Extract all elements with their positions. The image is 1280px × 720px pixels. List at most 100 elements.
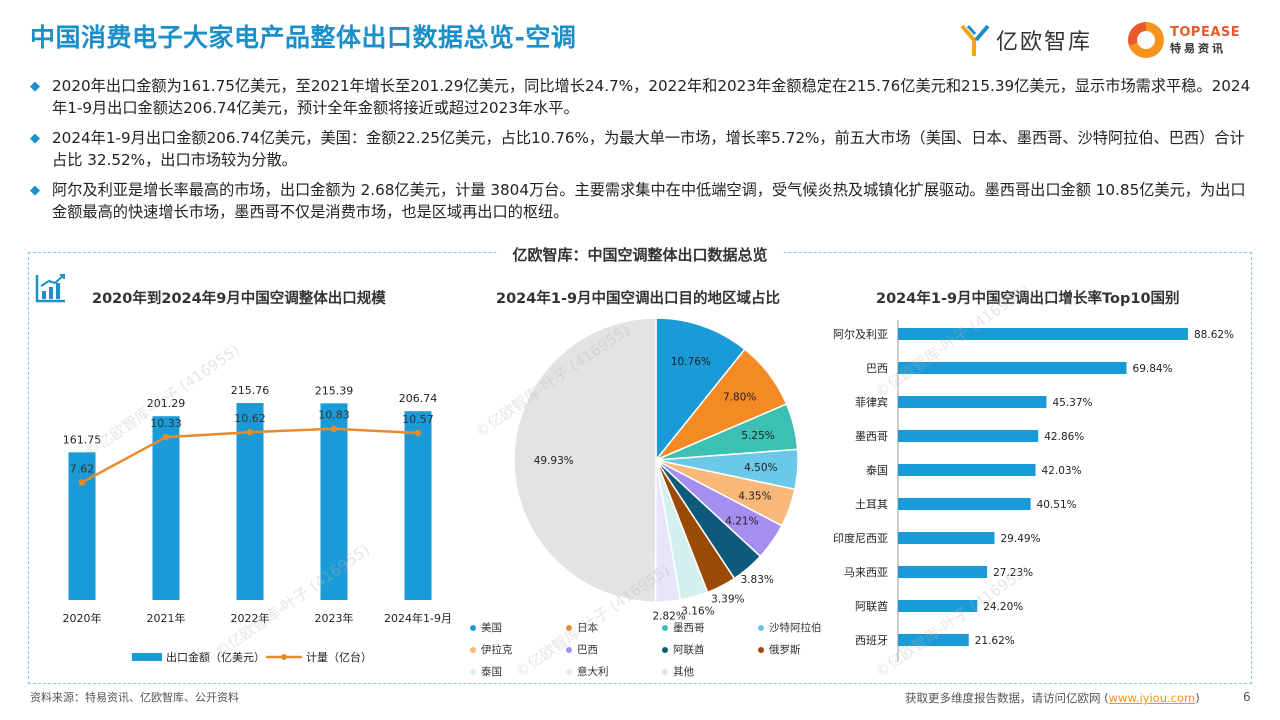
bullet-item: ◆ 阿尔及利亚是增长率最高的市场，出口金额为 2.68亿美元，计量 3804万台。… xyxy=(30,179,1255,223)
growth-value-label: 69.84% xyxy=(1133,363,1173,375)
growth-value-label: 40.51% xyxy=(1037,499,1077,511)
growth-bar xyxy=(898,532,995,544)
pie-legend-item: 意大利 xyxy=(566,664,609,679)
topease-logo: TOPEASE 特易资讯 xyxy=(1128,18,1268,62)
pie-legend-label: 其他 xyxy=(673,666,694,678)
pie-legend-item: 俄罗斯 xyxy=(758,642,801,657)
unit-point xyxy=(246,429,254,436)
footer-note: 获取更多维度报告数据，请访问亿欧网 (www.iyiou.com) xyxy=(905,691,1200,705)
export-scale-chart: 161.75 2020年 201.29 2021年 215.76 2022年 215.39 2… xyxy=(63,384,452,664)
pie-legend-swatch xyxy=(758,646,764,653)
y-tick-label: 土耳其 xyxy=(855,498,888,511)
pie-legend-item: 墨西哥 xyxy=(662,620,705,635)
pie-legend-label: 伊拉克 xyxy=(481,644,513,656)
x-tick-label: 2023年 xyxy=(315,611,354,625)
y-tick-label: 西班牙 xyxy=(855,634,888,647)
bar-value-label: 215.76 xyxy=(231,384,270,397)
pie-slice xyxy=(513,317,657,603)
diamond-icon: ◆ xyxy=(30,183,40,198)
growth-bar xyxy=(898,396,1047,408)
pie-chart-title: 2024年1-9月中国空调出口目的地区域占比 xyxy=(496,291,781,307)
export-bar xyxy=(404,411,432,600)
bar-chart-title: 2020年到2024年9月中国空调整体出口规模 xyxy=(92,291,386,307)
y-tick-label: 泰国 xyxy=(866,463,888,477)
legend-label-units: 计量（亿台） xyxy=(306,650,372,664)
export-bar xyxy=(152,416,180,600)
export-bar xyxy=(320,403,348,600)
hbar-chart-title: 2024年1-9月中国空调出口增长率Top10国别 xyxy=(876,291,1180,307)
pie-value-label: 4.21% xyxy=(725,516,758,528)
yiou-logo: 亿欧智库 xyxy=(960,20,1105,60)
topease-logo-en: TOPEASE xyxy=(1170,24,1241,40)
pie-legend: 美国 日本 墨西哥 沙特阿拉伯 伊拉克 巴西 阿联酋 俄罗斯 泰国 意大利 其他 xyxy=(470,620,850,680)
pie-value-label: 4.50% xyxy=(744,462,777,474)
pie-legend-item: 阿联酋 xyxy=(662,642,705,657)
x-tick-label: 2021年 xyxy=(147,611,186,625)
pie-value-label: 5.25% xyxy=(741,430,774,442)
diamond-icon: ◆ xyxy=(30,131,40,146)
pie-legend-item: 沙特阿拉伯 xyxy=(758,620,822,635)
line-value-label: 10.33 xyxy=(150,417,182,430)
pie-value-label: 2.82% xyxy=(652,611,685,620)
pie-legend-label: 日本 xyxy=(577,622,598,634)
growth-value-label: 42.86% xyxy=(1044,431,1084,443)
unit-point xyxy=(330,425,338,432)
bullet-text: 2020年出口金额为161.75亿美元，至2021年增长至201.29亿美元，同… xyxy=(52,77,1251,117)
pie-legend-label: 墨西哥 xyxy=(673,622,705,634)
x-tick-label: 2024年1-9月 xyxy=(384,611,452,625)
bar-value-label: 215.39 xyxy=(315,384,354,397)
growth-value-label: 24.20% xyxy=(983,601,1023,613)
line-value-label: 10.57 xyxy=(402,413,434,426)
pie-legend-item: 伊拉克 xyxy=(470,642,513,657)
pie-value-label: 3.39% xyxy=(711,594,744,606)
line-value-label: 7.62 xyxy=(70,462,95,475)
pie-value-label: 3.16% xyxy=(681,605,714,617)
pie-legend-label: 巴西 xyxy=(577,644,598,656)
pie-legend-item: 美国 xyxy=(470,620,502,635)
growth-value-label: 45.37% xyxy=(1052,397,1092,409)
pie-slice xyxy=(655,317,746,463)
yiou-logo-text: 亿欧智库 xyxy=(996,30,1093,55)
pie-value-label: 3.83% xyxy=(741,574,774,586)
growth-bar xyxy=(898,430,1039,442)
bar-value-label: 161.75 xyxy=(63,433,102,446)
legend-label-amount: 出口金额（亿美元） xyxy=(166,650,265,664)
export-bar xyxy=(236,403,264,600)
pie-legend-item: 日本 xyxy=(566,620,598,635)
y-tick-label: 印度尼西亚 xyxy=(833,531,888,545)
bullet-text: 2024年1-9月出口金额206.74亿美元，美国：金额22.25亿美元，占比1… xyxy=(52,129,1245,169)
y-tick-label: 阿尔及利亚 xyxy=(833,328,888,341)
unit-point xyxy=(162,433,170,441)
y-tick-label: 阿联酋 xyxy=(855,599,888,613)
yiou-logo-icon xyxy=(960,24,990,56)
bullet-text: 阿尔及利亚是增长率最高的市场，出口金额为 2.68亿美元，计量 3804万台。主… xyxy=(52,181,1246,221)
growth-top10-chart: 阿尔及利亚 88.62% 巴西 69.84% 菲律宾 45.37% 墨西哥 42.86% 泰国 4… xyxy=(833,320,1234,662)
line-value-label: 10.83 xyxy=(318,409,350,422)
page-number: 6 xyxy=(1243,690,1251,704)
pie-legend-item: 其他 xyxy=(662,664,694,679)
legend-swatch-amount xyxy=(132,653,162,661)
pie-value-label: 7.80% xyxy=(723,391,756,403)
pie-legend-label: 意大利 xyxy=(577,666,609,678)
y-tick-label: 菲律宾 xyxy=(855,395,888,409)
line-value-label: 10.62 xyxy=(234,412,266,425)
pie-legend-label: 美国 xyxy=(481,622,502,634)
pie-legend-label: 阿联酋 xyxy=(673,644,705,656)
bar-value-label: 201.29 xyxy=(147,397,186,410)
growth-bar xyxy=(898,634,969,646)
topease-logo-cn: 特易资讯 xyxy=(1170,41,1226,55)
pie-legend-swatch xyxy=(470,624,476,631)
website-link[interactable]: www.iyiou.com xyxy=(1108,691,1196,705)
destination-share-pie: 10.76% 7.80% 5.25% 4.50% 4.35% 4.21% 3.83% 3.39… xyxy=(513,317,799,620)
diamond-icon: ◆ xyxy=(30,79,40,94)
pie-value-label: 10.76% xyxy=(671,356,711,368)
bullet-item: ◆ 2020年出口金额为161.75亿美元，至2021年增长至201.29亿美元，… xyxy=(30,75,1255,119)
growth-value-label: 42.03% xyxy=(1042,465,1082,477)
growth-bar xyxy=(898,464,1036,476)
pie-legend-swatch xyxy=(566,646,572,653)
bar-chart-icon xyxy=(35,274,65,303)
panel-title: 亿欧智库：中国空调整体出口数据总览 xyxy=(0,244,1280,265)
y-tick-label: 马来西亚 xyxy=(844,566,888,579)
pie-legend-swatch xyxy=(662,624,668,631)
growth-value-label: 27.23% xyxy=(993,567,1033,579)
